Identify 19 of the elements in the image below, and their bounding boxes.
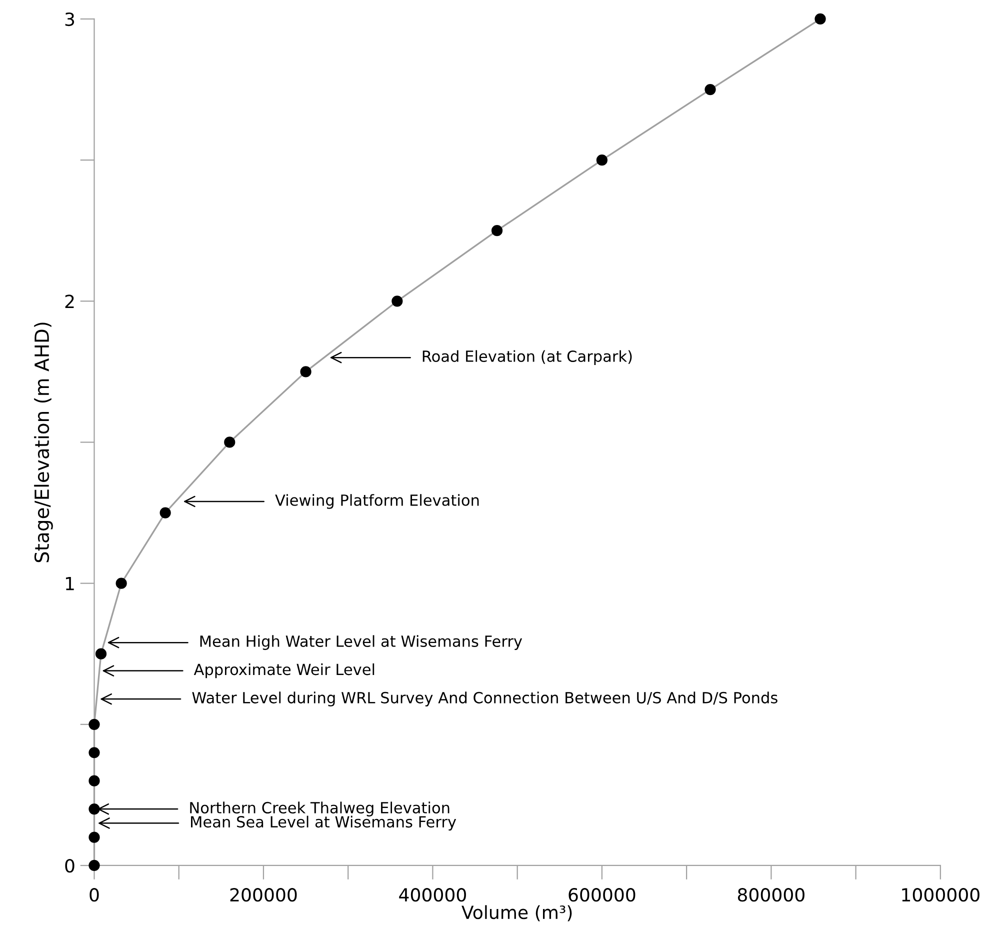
x-tick-label: 1000000 xyxy=(902,888,980,902)
x-tick-label: 600000 xyxy=(568,888,636,902)
annotation: Approximate Weir Level xyxy=(194,663,374,678)
annotation: Viewing Platform Elevation xyxy=(275,494,479,509)
x-tick-label: 800000 xyxy=(738,888,804,902)
y-tick-label: 3 xyxy=(65,12,74,26)
annotation: Mean High Water Level at Wisemans Ferry xyxy=(200,635,522,650)
y-axis-title: Stage/Elevation (m AHD) xyxy=(34,322,53,562)
x-tick-label: 400000 xyxy=(399,888,466,902)
annotation: Water Level during WRL Survey And Connection Between U/S And D/S Ponds xyxy=(192,692,778,706)
y-tick-label: 0 xyxy=(65,858,74,873)
annotation: Northern Creek Thalweg Elevation xyxy=(190,802,450,816)
x-tick-label: 200000 xyxy=(230,888,297,902)
x-tick-label: 0 xyxy=(90,888,99,902)
x-axis-title: Volume (m³) xyxy=(462,905,572,922)
annotation: Road Elevation (at Carpark) xyxy=(422,350,632,365)
y-tick-label: 2 xyxy=(65,294,74,308)
y-tick-label: 1 xyxy=(66,577,74,590)
annotation: Mean Sea Level at Wisemans Ferry xyxy=(191,816,456,831)
